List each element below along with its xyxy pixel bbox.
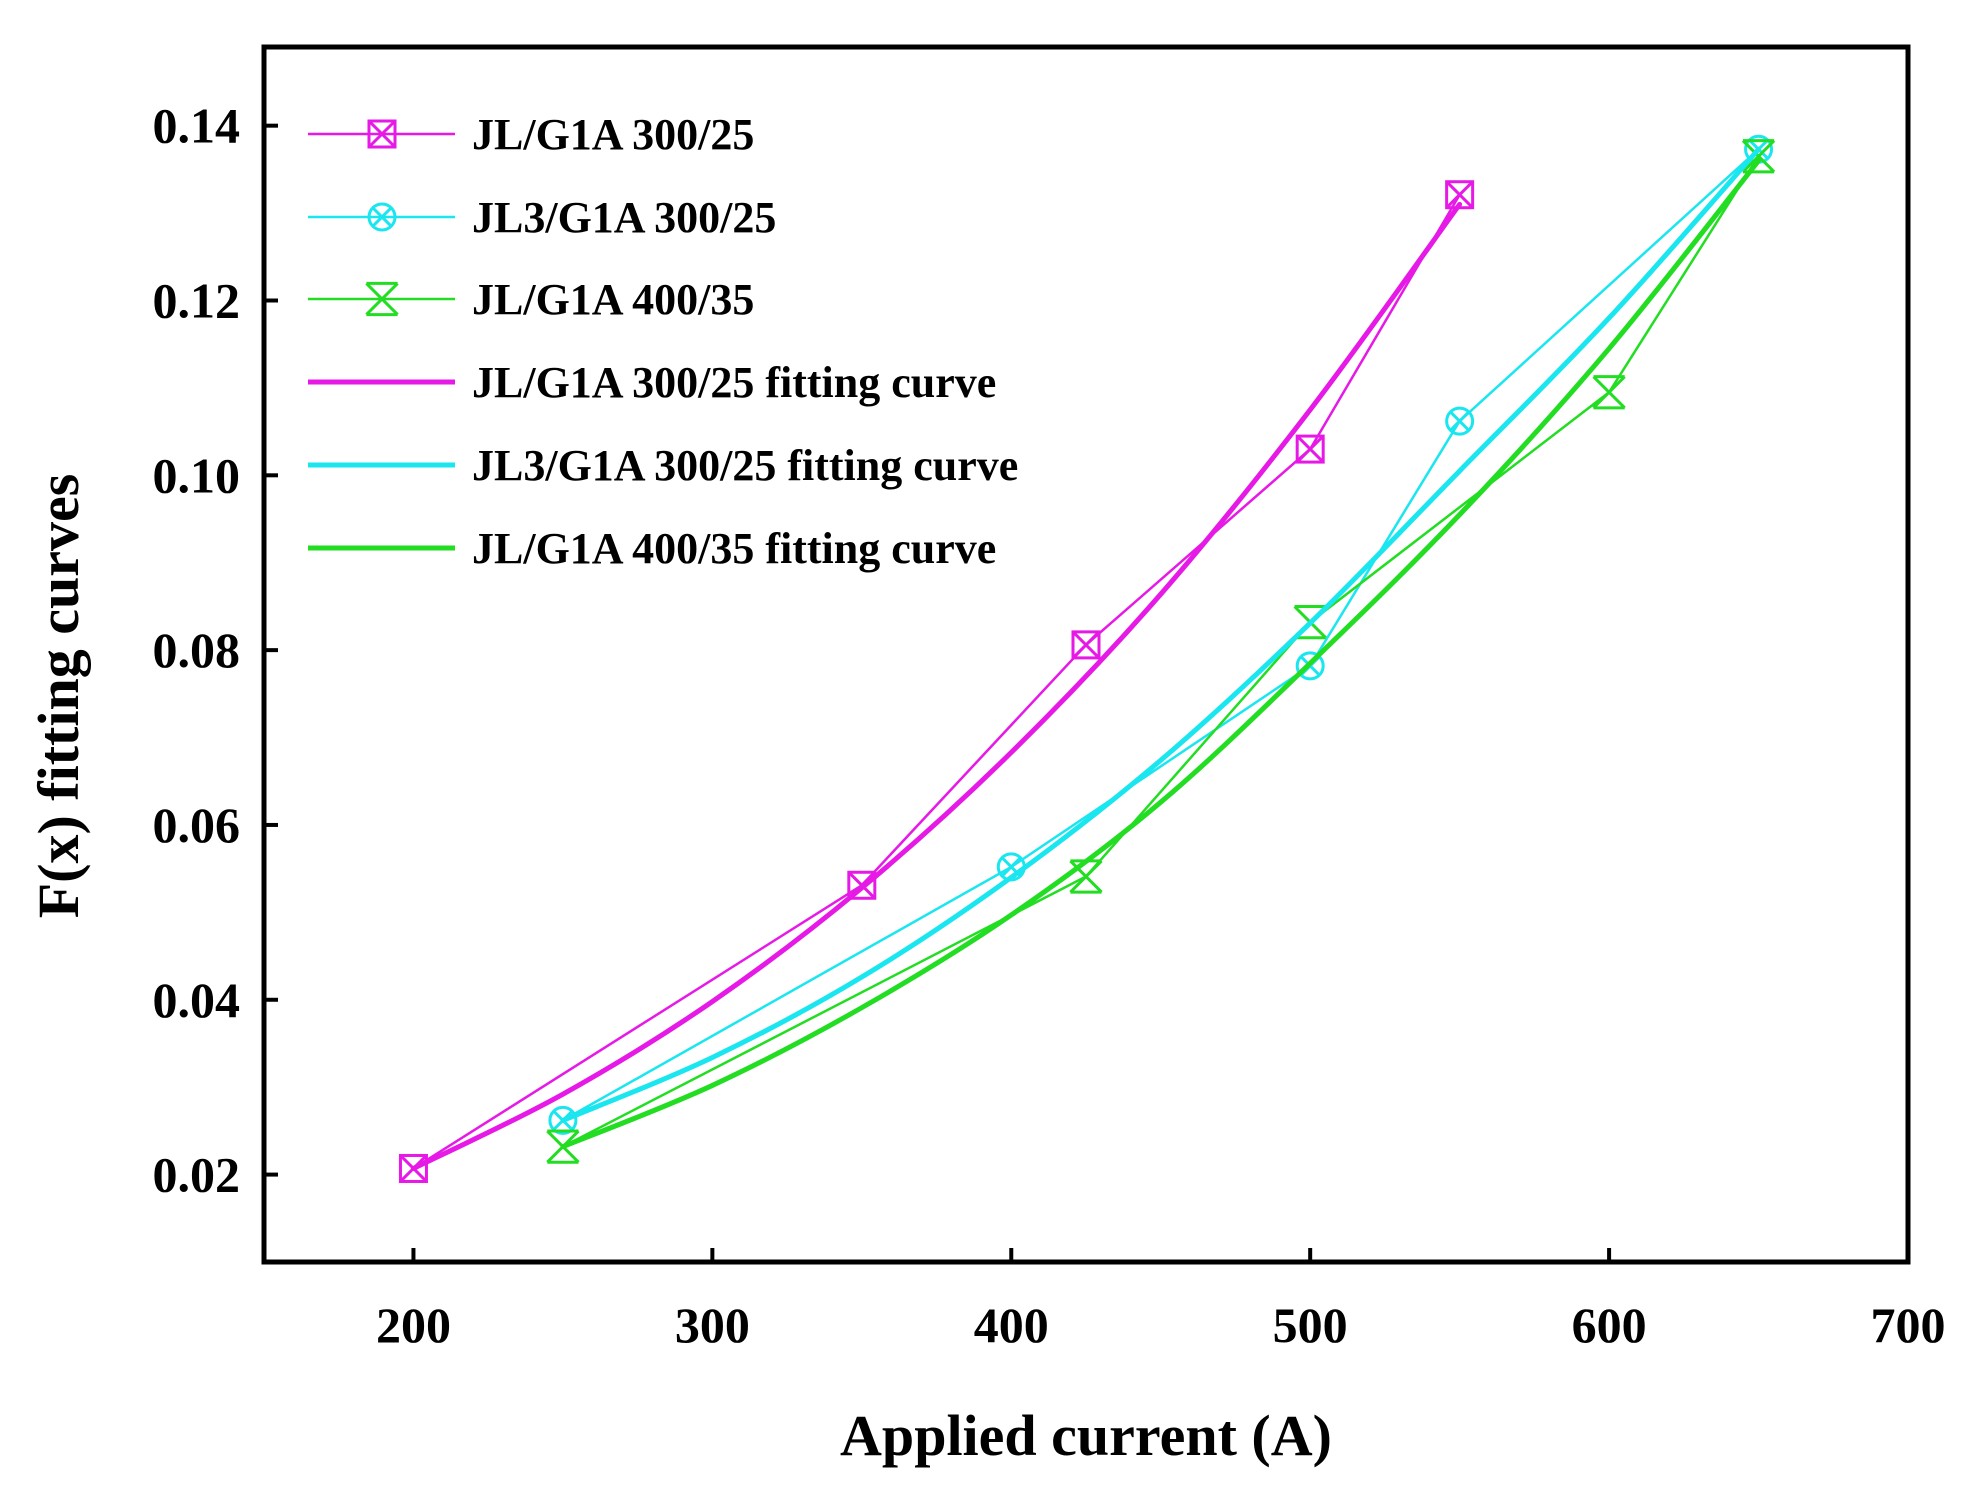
series-data-0 — [398, 180, 1475, 1183]
data-point-marker — [1741, 139, 1776, 174]
data-point-marker — [1592, 375, 1626, 410]
legend-marker — [367, 202, 397, 232]
x-tick-label: 400 — [974, 1297, 1049, 1353]
y-axis-title: F(x) fitting curves — [26, 474, 91, 919]
series-fit-5 — [560, 158, 1762, 1150]
y-tick-label: 0.04 — [153, 972, 241, 1028]
legend-label: JL3/G1A 300/25 fitting curve — [472, 441, 1018, 490]
legend-item: JL/G1A 300/25 fitting curve — [308, 358, 996, 407]
y-tick-label: 0.06 — [153, 797, 241, 853]
fit-curve-line — [410, 201, 1463, 1171]
legend-label: JL3/G1A 300/25 — [472, 193, 776, 242]
legend-label: JL/G1A 400/35 — [472, 275, 754, 324]
x-axis-title: Applied current (A) — [840, 1403, 1332, 1468]
legend-item: JL/G1A 400/35 fitting curve — [308, 524, 996, 573]
legend-item: JL/G1A 300/25 — [308, 110, 754, 159]
axes-layer: 200 300 400 500 600 700 0.02 0.04 0.06 0.08 0.10 0.… — [153, 98, 1946, 1353]
legend-marker — [367, 119, 397, 149]
y-tick-label: 0.12 — [153, 272, 241, 328]
x-tick-label: 500 — [1273, 1297, 1348, 1353]
fit-curve-line — [560, 158, 1762, 1150]
y-tick-label: 0.10 — [153, 447, 241, 503]
legend-marker — [365, 281, 399, 317]
data-point-marker — [1069, 859, 1103, 894]
plot-frame — [261, 44, 1911, 1265]
fit-curve-line — [560, 146, 1762, 1123]
legend-label: JL/G1A 400/35 fitting curve — [472, 524, 996, 573]
x-tick-label: 300 — [675, 1297, 750, 1353]
data-point-marker — [1295, 434, 1325, 464]
data-point-marker — [1071, 630, 1101, 660]
legend-label: JL/G1A 300/25 fitting curve — [472, 358, 996, 407]
x-tick-label: 200 — [376, 1297, 451, 1353]
y-tick-label: 0.14 — [153, 98, 241, 154]
series-layer — [398, 134, 1776, 1183]
series-fit-3 — [410, 201, 1463, 1171]
x-tick-label: 600 — [1572, 1297, 1647, 1353]
legend: JL/G1A 300/25 JL3/G1A 300/25 JL/G1A 400/35… — [308, 110, 1018, 573]
y-tick-label: 0.08 — [153, 622, 241, 678]
data-point-marker — [1445, 406, 1475, 436]
series-fit-4 — [560, 146, 1762, 1123]
legend-label: JL/G1A 300/25 — [472, 110, 754, 159]
x-tick-label: 700 — [1871, 1297, 1946, 1353]
legend-item: JL3/G1A 300/25 — [308, 193, 776, 242]
y-tick-label: 0.02 — [153, 1147, 241, 1203]
legend-item: JL/G1A 400/35 — [308, 275, 754, 324]
legend-item: JL3/G1A 300/25 fitting curve — [308, 441, 1018, 490]
